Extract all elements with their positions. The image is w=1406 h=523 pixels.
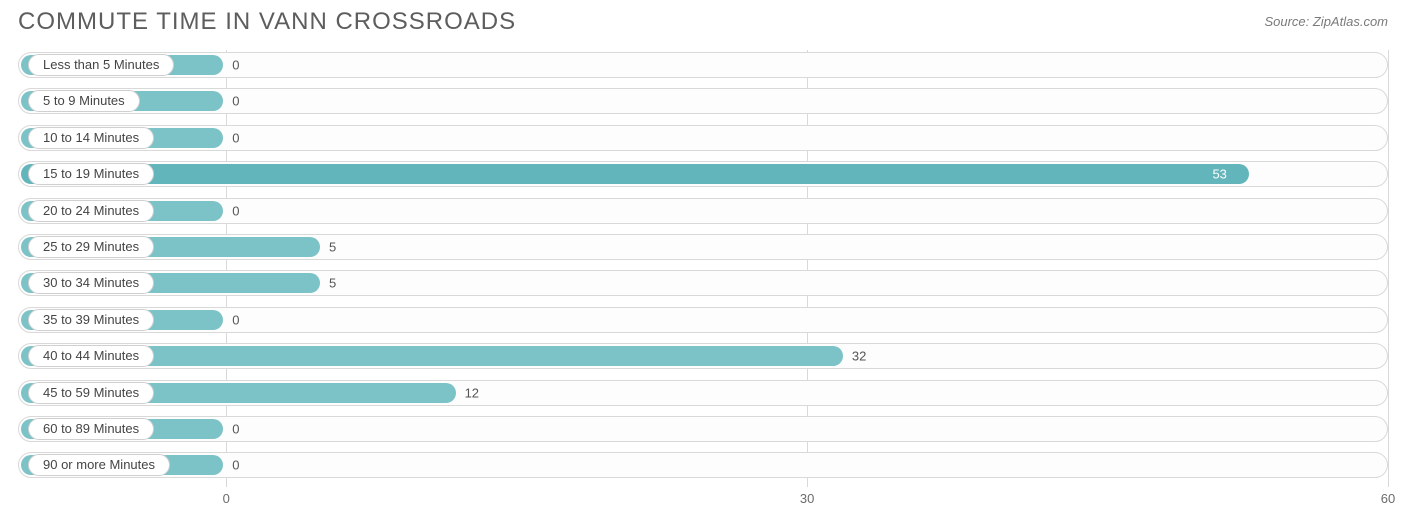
bar-track	[18, 307, 1388, 333]
category-pill: 60 to 89 Minutes	[28, 418, 154, 440]
bar-value-label: 0	[232, 203, 239, 218]
category-pill: 30 to 34 Minutes	[28, 272, 154, 294]
bar-track	[18, 452, 1388, 478]
chart-header: COMMUTE TIME IN VANN CROSSROADS Source: …	[0, 0, 1406, 40]
bar-track	[18, 198, 1388, 224]
category-pill: Less than 5 Minutes	[28, 54, 174, 76]
bar-value-label: 12	[465, 385, 479, 400]
bar-row: 5 25 to 29 Minutes	[18, 232, 1388, 262]
bar-row: 0 20 to 24 Minutes	[18, 196, 1388, 226]
x-axis-tick: 60	[1381, 491, 1395, 506]
bar-row: 12 45 to 59 Minutes	[18, 378, 1388, 408]
bar-track	[18, 416, 1388, 442]
chart-source: Source: ZipAtlas.com	[1264, 14, 1388, 29]
bar-value-label: 0	[232, 421, 239, 436]
category-pill: 45 to 59 Minutes	[28, 382, 154, 404]
bar-row: 0 60 to 89 Minutes	[18, 414, 1388, 444]
x-axis: 03060	[18, 491, 1388, 511]
bar-value-label: 5	[329, 276, 336, 291]
category-pill: 5 to 9 Minutes	[28, 90, 140, 112]
bar-value-label: 53	[1212, 167, 1378, 182]
category-pill: 40 to 44 Minutes	[28, 345, 154, 367]
bar-value-label: 0	[232, 458, 239, 473]
bar-track	[18, 125, 1388, 151]
bar-row: 0 5 to 9 Minutes	[18, 86, 1388, 116]
bar-row: 0 35 to 39 Minutes	[18, 305, 1388, 335]
bar-row: 53 15 to 19 Minutes	[18, 159, 1388, 189]
bar-value-label: 0	[232, 130, 239, 145]
bar-fill	[21, 164, 1249, 184]
category-pill: 10 to 14 Minutes	[28, 127, 154, 149]
bar-row: 32 40 to 44 Minutes	[18, 341, 1388, 371]
category-pill: 20 to 24 Minutes	[28, 200, 154, 222]
bar-row: 0 Less than 5 Minutes	[18, 50, 1388, 80]
bar-value-label: 5	[329, 239, 336, 254]
bar-row: 0 90 or more Minutes	[18, 450, 1388, 480]
category-pill: 15 to 19 Minutes	[28, 163, 154, 185]
bar-value-label: 0	[232, 58, 239, 73]
bar-row: 5 30 to 34 Minutes	[18, 268, 1388, 298]
chart-container: COMMUTE TIME IN VANN CROSSROADS Source: …	[0, 0, 1406, 523]
category-pill: 35 to 39 Minutes	[28, 309, 154, 331]
bar-row: 0 10 to 14 Minutes	[18, 123, 1388, 153]
gridline	[1388, 50, 1389, 487]
bar-value-label: 0	[232, 312, 239, 327]
chart-plot-area: 0 Less than 5 Minutes 0 5 to 9 Minutes 0 10 t…	[18, 50, 1388, 487]
bar-value-label: 0	[232, 94, 239, 109]
x-axis-tick: 30	[800, 491, 814, 506]
x-axis-tick: 0	[223, 491, 230, 506]
bar-value-label: 32	[852, 349, 866, 364]
chart-title: COMMUTE TIME IN VANN CROSSROADS	[18, 8, 516, 36]
category-pill: 25 to 29 Minutes	[28, 236, 154, 258]
bar-track	[18, 88, 1388, 114]
category-pill: 90 or more Minutes	[28, 454, 170, 476]
bar-track	[18, 52, 1388, 78]
